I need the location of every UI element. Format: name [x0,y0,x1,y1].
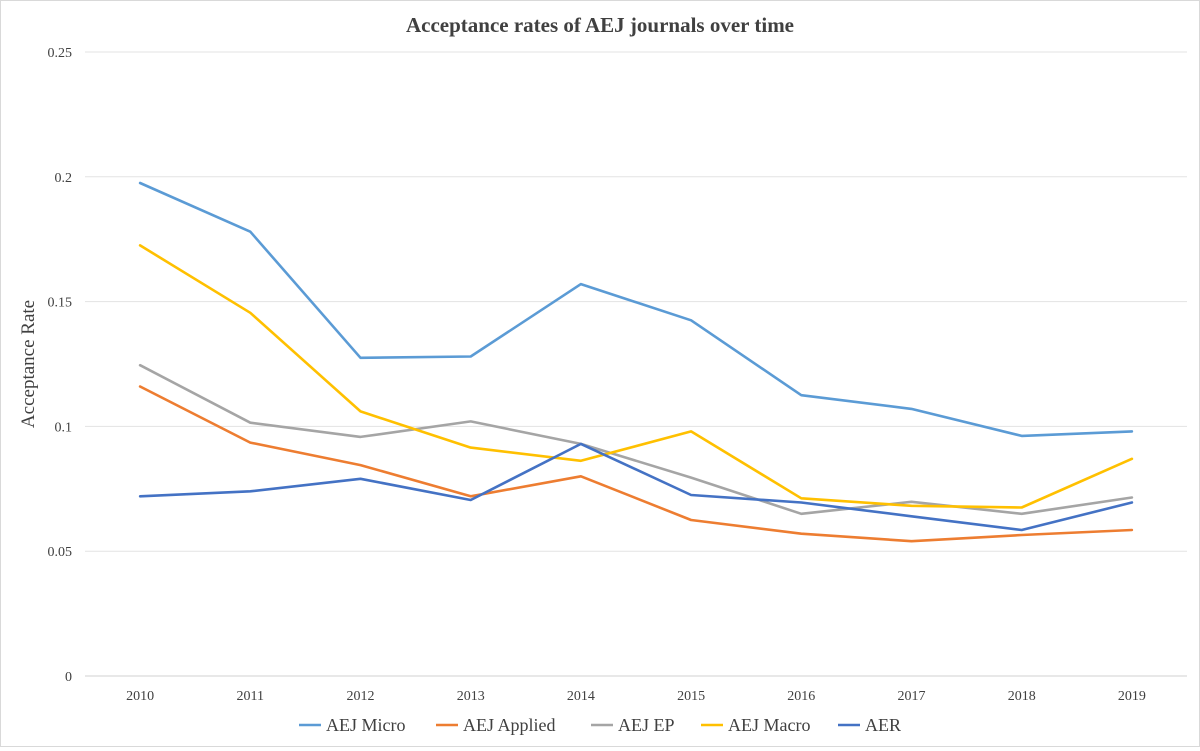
x-tick-label: 2010 [126,689,154,704]
x-tick-label: 2012 [347,689,375,704]
y-axis-label: Acceptance Rate [18,300,39,428]
legend-label-aej-macro: AEJ Macro [728,715,810,735]
y-tick-label: 0.15 [48,296,73,311]
y-tick-label: 0.05 [48,545,73,560]
series-line-aer [138,442,1134,532]
series-line-aej-applied [138,385,1134,543]
x-tick-label: 2017 [898,689,926,704]
y-tick-label: 0 [65,670,72,685]
legend: AEJ Micro AEJ Applied AEJ EP AEJ Macro AER [299,715,901,735]
y-tick-label: 0.25 [48,46,73,61]
series-line-aej-macro [138,244,1134,509]
legend-label-aej-ep: AEJ EP [618,715,675,735]
x-tick-label: 2015 [677,689,705,704]
x-axis-ticks: 2010 2011 2012 2013 2014 2015 2016 2017 2018 2019 [126,689,1146,704]
series-lines [138,181,1134,543]
series-line-aej-micro [138,181,1134,438]
x-tick-label: 2014 [567,689,595,704]
legend-label-aer: AER [865,715,901,735]
y-tick-label: 0.1 [55,420,73,435]
x-tick-label: 2018 [1008,689,1036,704]
gridlines [85,51,1187,677]
y-axis-ticks: 0 0.05 0.1 0.15 0.2 0.25 [48,46,73,685]
chart-title: Acceptance rates of AEJ journals over ti… [406,13,794,37]
x-tick-label: 2016 [787,689,815,704]
legend-label-aej-applied: AEJ Applied [463,715,556,735]
x-tick-label: 2011 [237,689,264,704]
x-tick-label: 2013 [457,689,485,704]
y-tick-label: 0.2 [55,171,73,186]
x-tick-label: 2019 [1118,689,1146,704]
legend-label-aej-micro: AEJ Micro [326,715,406,735]
series-line-aej-ep [138,363,1134,516]
